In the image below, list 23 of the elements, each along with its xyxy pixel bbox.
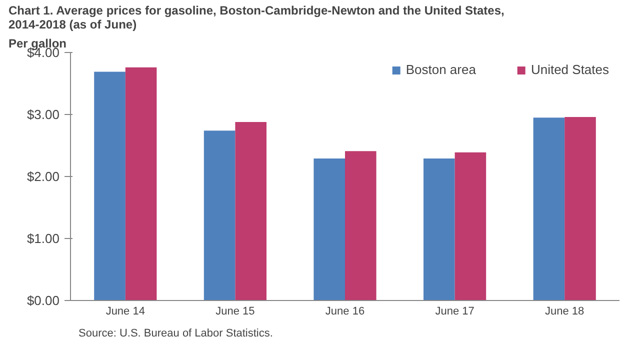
bar [454,152,486,300]
x-tick-label: June 14 [106,306,145,318]
y-tick-label: $3.00 [26,107,60,122]
y-tick-label: $0.00 [26,293,60,308]
x-tick-label: June 16 [325,306,365,318]
y-tick-label: $2.00 [26,169,60,184]
bar [533,118,565,300]
bar [94,72,126,300]
legend-label: United States [530,62,609,77]
legend-label: Boston area [406,62,476,77]
bar [345,151,376,300]
source-note: Source: U.S. Bureau of Labor Statistics. [78,328,273,340]
y-tick-label: $1.00 [26,231,60,246]
bar [424,158,455,300]
x-tick-label: June 17 [435,306,474,318]
bar [235,122,266,300]
bar [204,130,236,300]
bar [314,158,345,300]
chart-title: Chart 1. Average prices for gasoline, Boston-Cambridge-Newton and the United States, 2014-2018 (as of June) [8,4,504,32]
x-tick-label: June 18 [545,306,584,318]
x-tick-label: June 15 [216,306,255,318]
bar [564,116,596,300]
bar [125,67,157,300]
